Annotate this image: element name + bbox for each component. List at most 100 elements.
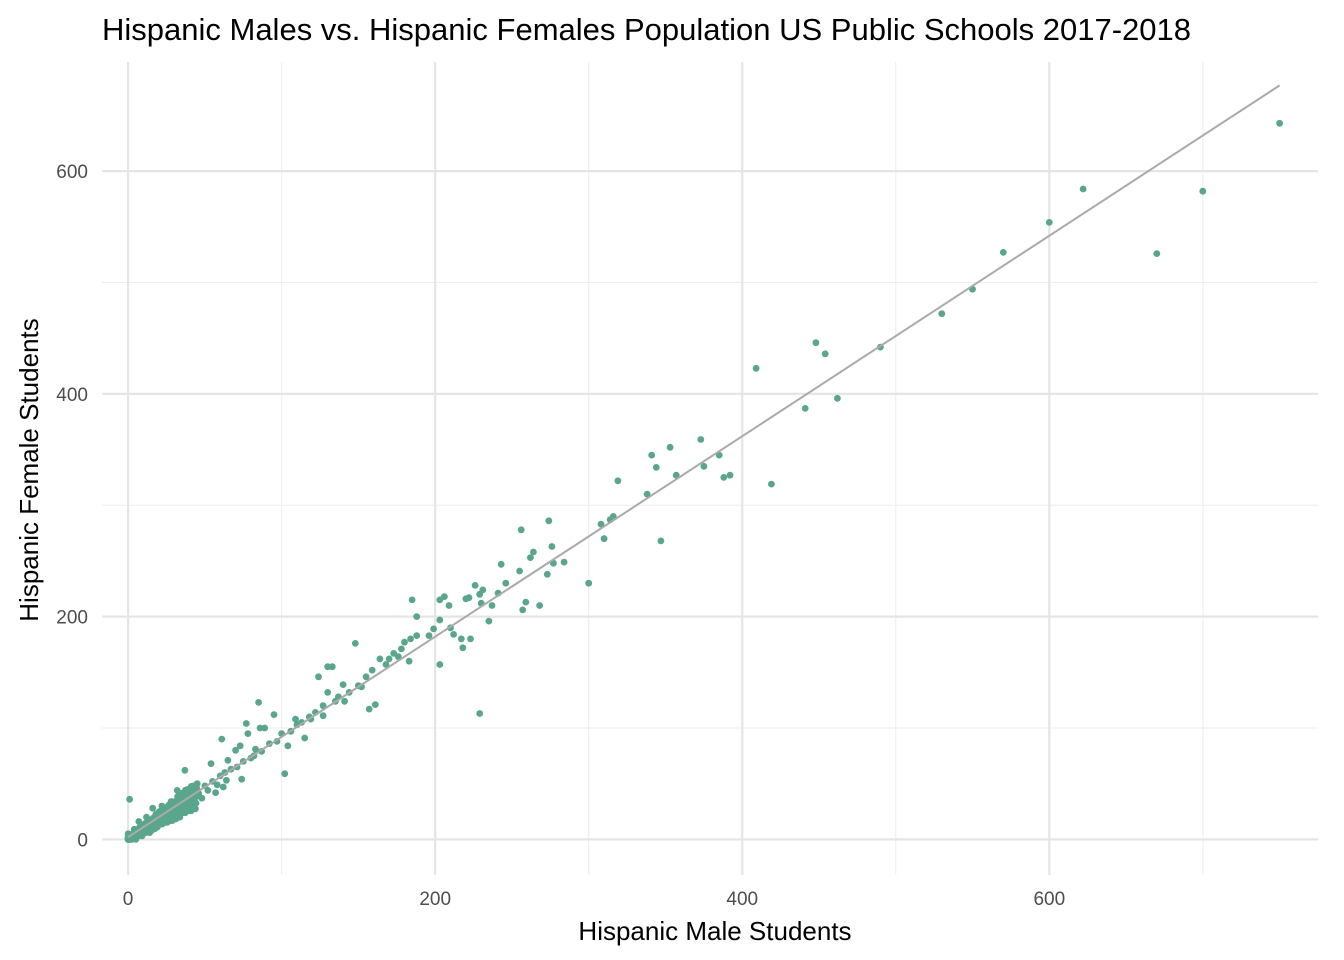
- data-point: [425, 632, 433, 639]
- data-point: [1045, 219, 1053, 226]
- data-point: [530, 548, 537, 556]
- data-point: [319, 702, 327, 710]
- data-point: [726, 471, 734, 479]
- data-point: [284, 742, 292, 750]
- data-point: [292, 715, 299, 723]
- data-point: [244, 730, 252, 737]
- x-tick-label: 400: [726, 889, 758, 910]
- data-point: [376, 655, 384, 663]
- data-point: [536, 602, 543, 609]
- x-axis-ticks: 0 200 400 600: [123, 889, 1065, 910]
- data-point: [212, 789, 220, 796]
- data-point: [666, 443, 674, 451]
- data-point: [545, 517, 553, 525]
- data-point: [450, 631, 457, 638]
- data-point: [181, 766, 189, 774]
- data-point: [445, 602, 453, 609]
- data-point: [232, 746, 240, 754]
- data-point: [401, 638, 408, 646]
- data-point: [522, 598, 530, 606]
- data-point: [236, 742, 244, 750]
- data-point: [657, 537, 665, 545]
- data-point: [315, 673, 322, 681]
- data-point: [242, 720, 250, 727]
- data-point: [643, 490, 651, 498]
- data-point: [430, 625, 437, 633]
- data-point: [204, 787, 212, 794]
- y-tick-label: 600: [56, 162, 88, 183]
- data-point: [560, 558, 568, 566]
- y-tick-label: 400: [56, 385, 88, 406]
- data-point: [834, 394, 841, 402]
- data-point: [198, 794, 206, 802]
- data-point: [441, 593, 448, 600]
- data-point: [223, 776, 230, 784]
- data-point: [648, 451, 656, 459]
- data-point: [597, 520, 605, 528]
- data-point: [398, 645, 405, 653]
- chart-title: Hispanic Males vs. Hispanic Females Popu…: [102, 12, 1191, 47]
- y-tick-label: 200: [56, 608, 88, 629]
- data-point: [176, 813, 184, 821]
- data-point: [281, 770, 289, 778]
- y-axis-ticks: 0 200 400 600: [56, 162, 88, 851]
- data-point: [149, 804, 157, 812]
- data-point: [385, 655, 393, 663]
- data-point: [752, 364, 760, 372]
- data-point: [207, 760, 215, 767]
- data-point: [457, 635, 465, 643]
- data-point: [213, 781, 221, 789]
- data-point: [436, 616, 444, 624]
- data-point: [339, 681, 347, 688]
- data-point: [502, 579, 510, 587]
- grid: [102, 62, 1318, 875]
- data-point: [362, 673, 370, 681]
- data-point: [368, 666, 376, 674]
- data-point: [191, 785, 199, 793]
- data-point: [301, 734, 309, 742]
- data-point: [471, 582, 479, 589]
- data-point: [476, 590, 484, 598]
- data-point: [697, 436, 705, 443]
- data-point: [413, 613, 421, 620]
- data-point: [585, 579, 593, 587]
- data-point: [519, 606, 527, 614]
- data-point: [126, 795, 133, 803]
- data-point: [1079, 185, 1087, 193]
- data-point: [256, 724, 264, 732]
- data-point: [517, 526, 525, 534]
- data-point: [218, 735, 226, 743]
- data-point: [167, 813, 175, 821]
- data-point: [672, 471, 680, 479]
- data-point: [436, 661, 444, 668]
- data-point: [224, 756, 232, 764]
- data-point: [801, 405, 809, 412]
- data-point: [182, 786, 189, 794]
- x-axis-title: Hispanic Male Students: [578, 916, 851, 946]
- data-points: [124, 119, 1283, 843]
- data-point: [407, 635, 414, 643]
- data-point: [812, 339, 820, 347]
- data-point: [190, 805, 198, 812]
- data-point: [821, 350, 829, 358]
- data-point: [319, 712, 327, 720]
- data-point: [700, 462, 708, 470]
- data-point: [548, 543, 556, 550]
- data-point: [125, 835, 133, 842]
- data-point: [527, 554, 534, 561]
- y-tick-label: 0: [77, 830, 88, 851]
- x-tick-label: 600: [1033, 889, 1065, 910]
- data-point: [476, 710, 484, 717]
- data-point: [999, 249, 1007, 256]
- data-point: [497, 560, 505, 568]
- data-point: [462, 595, 470, 603]
- data-point: [324, 663, 332, 671]
- data-point: [1199, 187, 1207, 195]
- data-point: [255, 699, 262, 706]
- data-point: [1276, 119, 1283, 127]
- data-point: [408, 596, 416, 604]
- data-point: [459, 644, 467, 652]
- data-point: [720, 474, 728, 481]
- data-point: [324, 689, 332, 696]
